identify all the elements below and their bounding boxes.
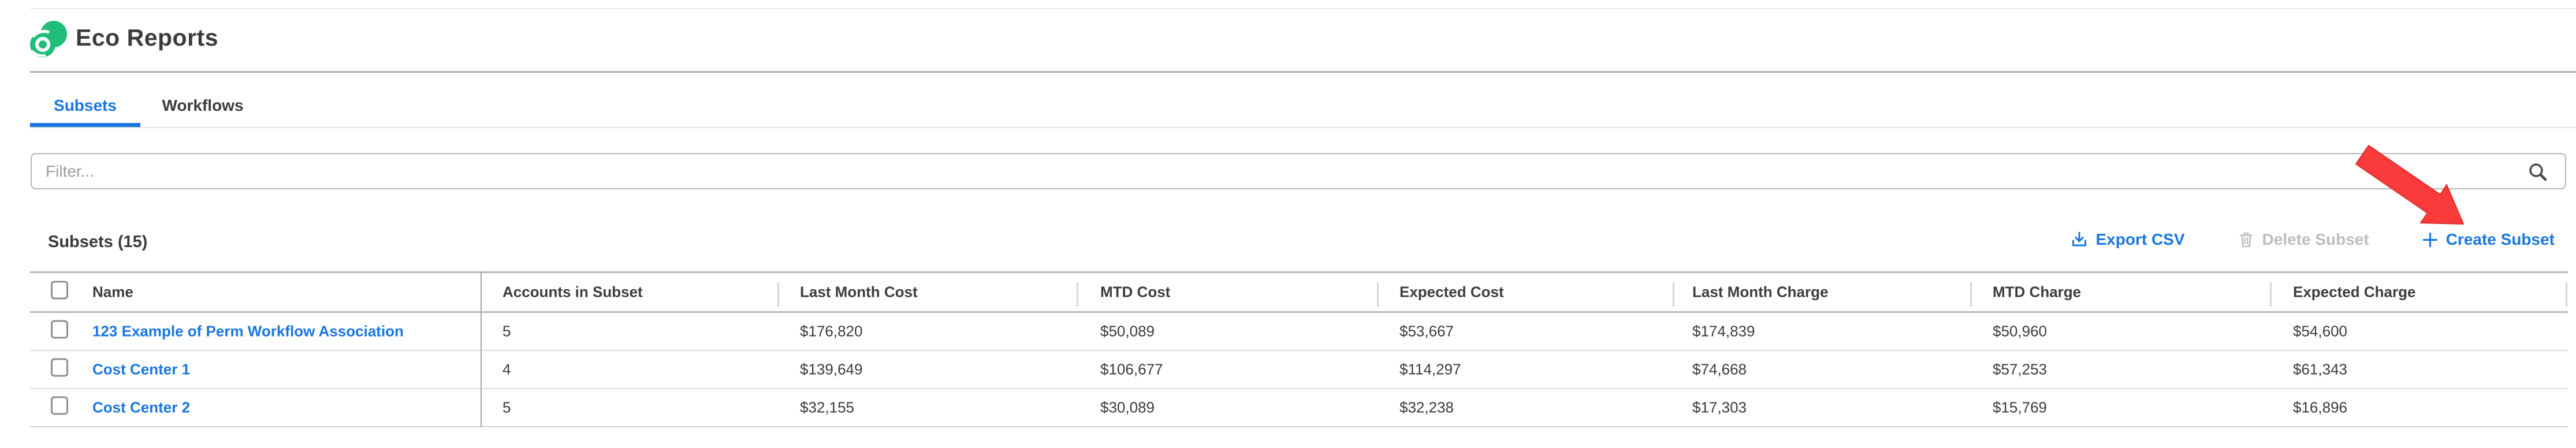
subset-name-link[interactable]: 123 Example of Perm Workflow Association [92,322,404,340]
plus-icon [2422,232,2437,247]
subset-name-link[interactable]: Cost Center 1 [92,360,191,378]
mtd-charge-value: $57,253 [1993,360,2047,378]
trash-icon [2239,232,2253,248]
delete-subset-button[interactable]: Delete Subset [2238,230,2369,249]
column-header-last-month-cost: Last Month Cost [800,283,918,301]
expected-cost-value: $114,297 [1399,360,1461,378]
row-checkbox[interactable] [51,358,68,377]
export-csv-label: Export CSV [2095,230,2185,248]
tabs-divider [30,127,2576,128]
table-row: Cost Center 1 4 $139,649 $106,677 $114,2… [30,351,2568,389]
column-header-last-month-charge: Last Month Charge [1692,283,1829,301]
column-header-expected-cost: Expected Cost [1399,283,1504,301]
row-checkbox[interactable] [51,320,68,339]
filter-input[interactable] [31,153,2566,189]
eco-logo-icon [30,21,67,57]
create-subset-label: Create Subset [2445,230,2555,248]
export-csv-button[interactable]: Export CSV [2071,230,2185,249]
column-header-mtd-cost: MTD Cost [1100,283,1171,301]
table-row: Cost Center 2 5 $32,155 $30,089 $32,238 … [30,389,2568,427]
accounts-in-subset-value: 5 [502,398,511,416]
row-checkbox[interactable] [51,396,68,415]
column-header-accounts-in-subset: Accounts in Subset [502,283,643,301]
select-all-checkbox[interactable] [51,281,68,300]
last-month-cost-value: $32,155 [800,398,854,416]
expected-cost-value: $53,667 [1399,322,1454,340]
expected-charge-value: $61,343 [2293,360,2347,378]
mtd-charge-value: $15,769 [1993,398,2047,416]
tab-subsets[interactable]: Subsets [30,88,140,124]
table-header-row: Name Accounts in Subset Last Month Cost … [30,271,2568,313]
subset-name-link[interactable]: Cost Center 2 [92,398,191,416]
top-hairline [30,8,2576,9]
last-month-cost-value: $176,820 [800,322,863,340]
toolbar: Export CSV Delete Subset Create Subset [2071,230,2555,249]
column-header-expected-charge: Expected Charge [2293,283,2416,301]
expected-charge-value: $16,896 [2293,398,2347,416]
last-month-charge-value: $74,668 [1692,360,1747,378]
tab-workflows-label: Workflows [162,96,244,114]
section-title: Subsets (15) [48,233,148,251]
mtd-charge-value: $50,960 [1993,322,2047,340]
expected-cost-value: $32,238 [1399,398,1454,416]
table-row: 123 Example of Perm Workflow Association… [30,313,2568,351]
name-column-divider [481,271,482,427]
page-title: Eco Reports [76,24,218,51]
column-header-mtd-charge: MTD Charge [1993,283,2082,301]
expected-charge-value: $54,600 [2293,322,2347,340]
active-tab-underline [30,123,140,127]
last-month-charge-value: $17,303 [1692,398,1747,416]
accounts-in-subset-value: 4 [502,360,511,378]
mtd-cost-value: $50,089 [1100,322,1155,340]
tab-bar: Subsets Workflows [30,88,246,124]
last-month-cost-value: $139,649 [800,360,863,378]
tab-subsets-label: Subsets [54,96,117,114]
delete-subset-label: Delete Subset [2262,230,2369,248]
create-subset-button[interactable]: Create Subset [2422,230,2555,249]
column-header-name: Name [92,283,133,301]
mtd-cost-value: $106,677 [1100,360,1163,378]
search-icon [2529,163,2547,181]
download-icon [2072,232,2086,247]
mtd-cost-value: $30,089 [1100,398,1155,416]
header-divider [30,71,2576,73]
accounts-in-subset-value: 5 [502,322,511,340]
last-month-charge-value: $174,839 [1692,322,1755,340]
subsets-table: Name Accounts in Subset Last Month Cost … [30,271,2568,427]
tab-workflows[interactable]: Workflows [159,88,246,124]
